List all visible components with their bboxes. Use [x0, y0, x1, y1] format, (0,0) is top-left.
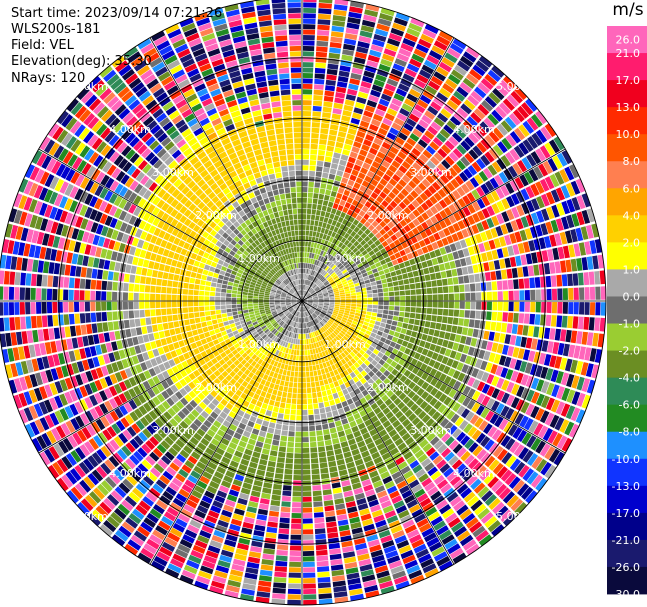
colorbar-bin	[607, 539, 647, 568]
colorbar-bin	[607, 26, 647, 54]
colorbar-bin	[607, 215, 647, 243]
colorbar-bin	[607, 431, 647, 460]
colorbar-tick-label: 0.0	[623, 290, 641, 303]
spoke-60	[301, 148, 566, 302]
colorbar-tick-label: 26.0	[616, 34, 641, 47]
colorbar-tick-label: -13.0	[612, 480, 640, 493]
colorbar-bin	[607, 458, 647, 487]
colorbar-tick-label: 4.0	[623, 209, 641, 222]
colorbar-bin	[607, 512, 647, 541]
colorbar-tick-label: 6.0	[623, 182, 641, 195]
ring-label: 4.00km	[453, 123, 495, 136]
colorbar-bin	[607, 566, 647, 595]
spoke-300	[38, 148, 303, 302]
colorbar-tick-label: 21.0	[616, 47, 641, 60]
colorbar-bin	[607, 296, 647, 324]
colorbar: 26.021.0 17.0 13.0 10.0 8.0 6.0 4.0 2.0 1.0 0.0 -1…	[607, 26, 647, 601]
field-label: Field: VEL	[11, 38, 74, 53]
elevation-label: Elevation(deg): 35.30	[11, 54, 152, 69]
colorbar-tick-label: -8.0	[619, 426, 640, 439]
ring-label: 3.00km	[410, 166, 452, 179]
colorbar-tick-label: 13.0	[616, 101, 641, 114]
start-time-label: Start time: 2023/09/14 07:21:26	[11, 6, 223, 21]
colorbar-tick-label: -2.0	[619, 345, 640, 358]
colorbar-tick-label: -1.0	[619, 318, 640, 331]
ring-label: 2.00km	[367, 209, 409, 222]
colorbar-bin	[607, 161, 647, 189]
colorbar-bin	[607, 80, 647, 108]
ring-label: 5.00km	[496, 80, 538, 93]
colorbar-tick-label: 1.0	[623, 263, 641, 276]
colorbar-bin	[607, 188, 647, 216]
colorbar-tick-label: 17.0	[616, 74, 641, 87]
colorbar-unit-label: m/s	[612, 0, 644, 20]
ring-label: 1.00km	[324, 252, 366, 265]
colorbar-bin	[607, 377, 647, 406]
colorbar-bin	[607, 134, 647, 162]
spoke-120	[301, 300, 566, 454]
colorbar-bin	[607, 350, 647, 379]
ring-label: 2.00km	[195, 381, 237, 394]
colorbar-bin	[607, 323, 647, 351]
velocity-gates	[0, 0, 606, 605]
ring-label: 5.00km	[496, 510, 538, 523]
colorbar-tick-label: -26.0	[612, 561, 640, 574]
ring-label: 1.00km	[238, 252, 280, 265]
ring-label: 2.00km	[367, 381, 409, 394]
colorbar-bin	[607, 485, 647, 514]
colorbar-bin	[607, 404, 647, 433]
instrument-label: WLS200s-181	[11, 22, 101, 37]
ring-label: 3.00km	[410, 424, 452, 437]
spoke-150	[301, 300, 455, 565]
ring-label: 1.00km	[238, 338, 280, 351]
ring-label: 4.00km	[109, 123, 151, 136]
spoke-210	[149, 300, 303, 565]
ring-label: 2.00km	[195, 209, 237, 222]
colorbar-bin	[607, 107, 647, 135]
range-ring-labels: 1.00km 1.00km 1.00km 1.00km 2.00km 2.00km 2.00…	[66, 80, 537, 523]
colorbar-tick-label: -10.0	[612, 453, 640, 466]
colorbar-tick-label: -17.0	[612, 507, 640, 520]
ring-label: 4.00km	[109, 467, 151, 480]
colorbar-tick-label: -30.0	[612, 588, 640, 601]
colorbar-bin	[607, 269, 647, 297]
colorbar-bin	[607, 242, 647, 270]
colorbar-tick-label: 2.0	[623, 236, 641, 249]
colorbar-tick-label: -6.0	[619, 399, 640, 412]
colorbar-tick-label: 8.0	[623, 155, 641, 168]
colorbar-bin	[607, 53, 647, 81]
nrays-label: NRays: 120	[11, 71, 86, 86]
colorbar-tick-label: -4.0	[619, 372, 640, 385]
colorbar-tick-label: 10.0	[616, 128, 641, 141]
ring-label: 1.00km	[324, 338, 366, 351]
spoke-240	[38, 300, 303, 454]
azimuth-spokes	[0, 0, 606, 605]
ring-label: 5.00km	[66, 510, 108, 523]
ring-label: 4.00km	[453, 467, 495, 480]
ring-label: 3.00km	[152, 166, 194, 179]
ring-label: 3.00km	[152, 424, 194, 437]
spoke-30	[301, 37, 455, 302]
spoke-330	[149, 37, 303, 302]
colorbar-tick-label: -21.0	[612, 534, 640, 547]
ring-label: 5.00km	[66, 80, 108, 93]
